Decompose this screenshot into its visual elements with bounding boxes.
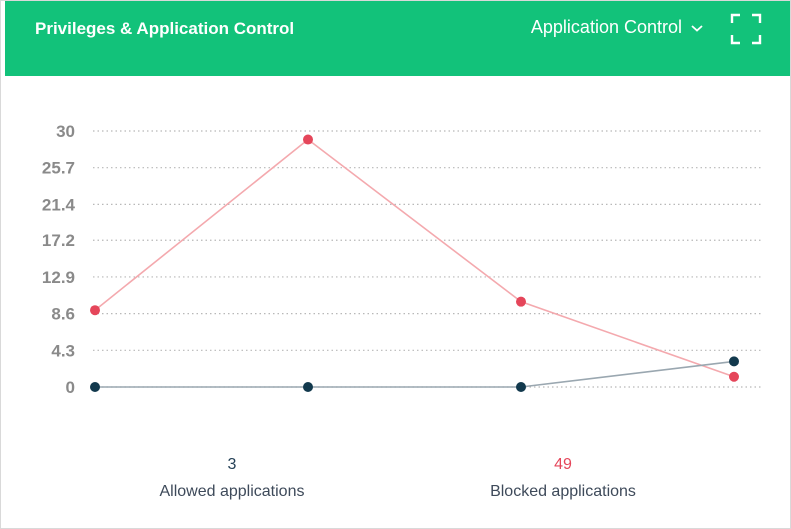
series-2-point[interactable] [303,382,313,392]
series-line-1 [94,138,735,378]
series-2-point[interactable] [90,382,100,392]
y-tick-label: 8.6 [51,305,75,324]
series-1-point[interactable] [90,305,100,316]
y-tick-label: 25.7 [42,159,75,178]
series-2-point[interactable] [729,356,739,367]
widget-header: Privileges & Application Control Applica… [5,1,790,76]
y-tick-label: 30 [56,122,75,141]
blocked-count: 49 [554,456,572,473]
chevron-down-icon [691,24,703,32]
series-1-point[interactable] [516,296,526,307]
dropdown-label: Application Control [530,17,682,37]
stats-summary: 3 Allowed applications 49 Blocked applic… [1,456,790,516]
allowed-stat[interactable]: 3 Allowed applications [122,456,342,501]
allowed-count: 3 [227,456,237,473]
y-tick-label: 21.4 [42,195,76,214]
y-tick-label: 0 [66,378,75,397]
expand-icon[interactable] [730,13,762,45]
y-tick-label: 12.9 [42,268,75,287]
series-2-point[interactable] [516,382,526,392]
series-1-point[interactable] [303,134,313,145]
application-control-dropdown[interactable]: Application Control [531,17,704,38]
y-tick-label: 4.3 [51,341,75,360]
widget-title: Privileges & Application Control [35,19,295,38]
blocked-stat[interactable]: 49 Blocked applications [453,456,673,501]
blocked-label: Blocked applications [490,483,636,500]
line-chart: 0 4.3 8.6 12.9 17.2 21.4 25.7 30 [42,122,761,397]
allowed-label: Allowed applications [159,483,305,500]
series-1-point[interactable] [729,371,739,382]
y-tick-label: 17.2 [42,231,75,250]
series-line-2 [95,360,735,388]
